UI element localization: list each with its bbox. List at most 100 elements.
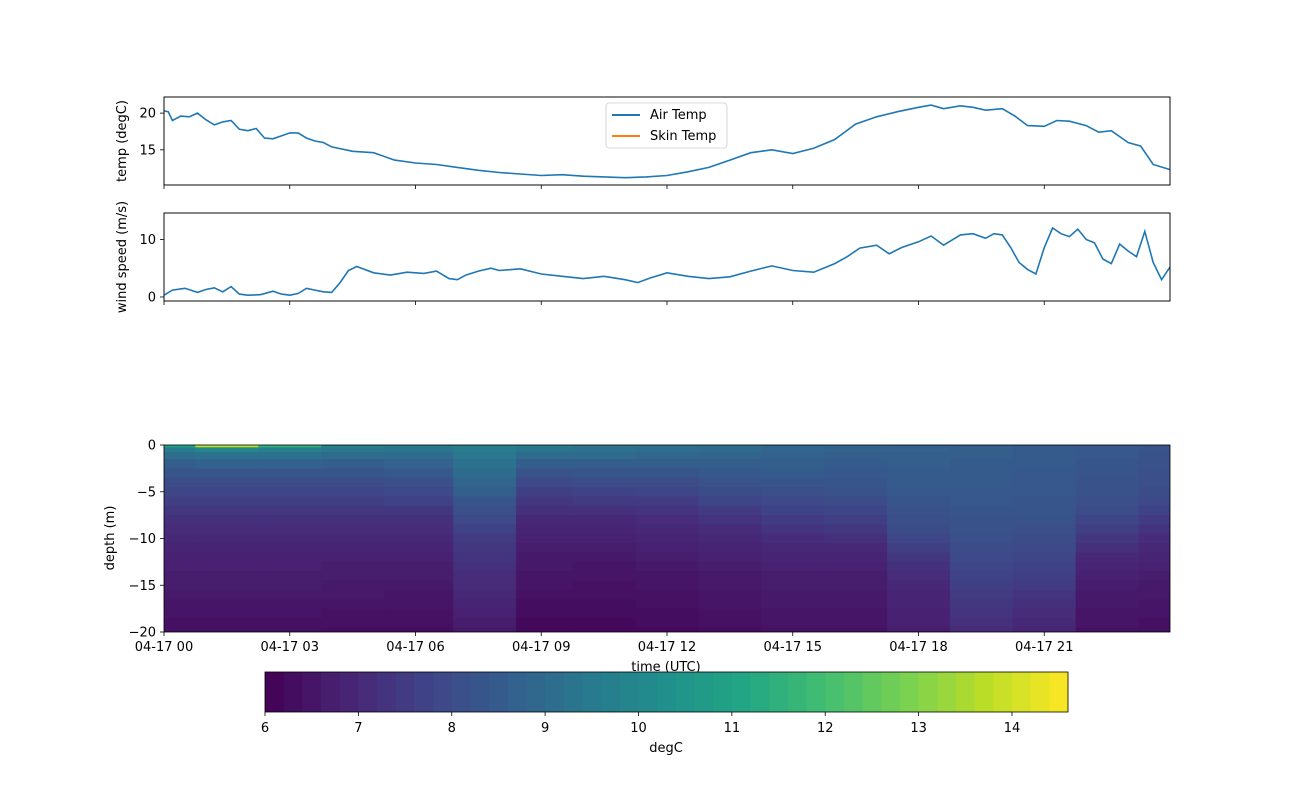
heatmap-cell xyxy=(761,599,825,610)
heatmap-cell xyxy=(1138,543,1170,554)
heatmap-cell xyxy=(164,505,196,516)
heatmap-cell xyxy=(1012,533,1077,544)
heatmap-cell xyxy=(516,452,574,460)
heatmap-cell xyxy=(195,459,259,469)
heatmap-cell xyxy=(1012,589,1077,600)
heatmap-cell xyxy=(572,561,637,572)
colorbar-cell xyxy=(675,672,695,712)
heatmap-cell xyxy=(949,627,1014,632)
heatmap-cell xyxy=(887,533,951,544)
heatmap-cell xyxy=(195,487,259,498)
heatmap-cell xyxy=(1075,608,1140,619)
heatmap-cell xyxy=(949,524,1014,535)
heatmap-cell xyxy=(384,459,454,469)
colorbar-cell xyxy=(806,672,826,712)
heatmap-cell xyxy=(384,599,454,610)
heatmap-cell xyxy=(516,599,574,610)
heatmap-cell xyxy=(258,452,322,460)
heatmap-cell xyxy=(698,459,762,469)
colorbar-cell xyxy=(657,672,677,712)
colorbar-cell xyxy=(601,672,621,712)
colorbar-ticks: 6 7 8 9 10 11 12 13 14 xyxy=(261,712,1020,736)
heatmap-cell xyxy=(698,447,762,453)
colorbar-cell xyxy=(470,672,490,712)
heatmap-cell xyxy=(453,445,517,448)
heatmap-cell xyxy=(1138,580,1170,591)
heatmap-cell xyxy=(949,618,1014,628)
heatmap-cell xyxy=(887,447,951,453)
legend-label-air-temp: Air Temp xyxy=(650,108,707,123)
heatmap-cell xyxy=(949,599,1014,610)
heatmap-cell xyxy=(384,571,454,582)
colorbar-cell xyxy=(619,672,639,712)
heatmap-cell xyxy=(761,447,825,453)
colorbar-cells xyxy=(265,672,1069,712)
heatmap-cell xyxy=(635,477,700,488)
heatmap-cell xyxy=(761,496,825,507)
heatmap-cell xyxy=(824,571,888,582)
heatmap-cell xyxy=(761,477,825,488)
heatmap-cell xyxy=(761,445,825,448)
heatmap-cell xyxy=(824,552,888,563)
heatmap-cell xyxy=(635,445,700,448)
heatmap-cell xyxy=(516,487,574,498)
heatmap-cell xyxy=(698,452,762,460)
heatmap-cell xyxy=(1138,571,1170,582)
heatmap-cell xyxy=(164,452,196,460)
heatmap-cell xyxy=(635,515,700,526)
heatmap-cell xyxy=(761,533,825,544)
heatmap-cell xyxy=(887,599,951,610)
heatmap-cell xyxy=(258,589,322,600)
depth-xtick-label-3: 04-17 09 xyxy=(512,640,570,655)
colorbar-cell xyxy=(433,672,453,712)
heatmap-cell xyxy=(572,459,637,469)
colorbar-cell xyxy=(918,672,938,712)
heatmap-cell xyxy=(384,505,454,516)
heatmap-cell xyxy=(698,487,762,498)
heatmap-cell xyxy=(258,627,322,632)
heatmap-cell xyxy=(1012,477,1077,488)
heatmap-cell xyxy=(1075,452,1140,460)
heatmap-cell xyxy=(824,618,888,628)
depth-ytick-label-2: −10 xyxy=(129,532,156,547)
heatmap-cell xyxy=(572,468,637,479)
heatmap-cell xyxy=(321,452,385,460)
heatmap-cell xyxy=(698,580,762,591)
heatmap-cell xyxy=(761,505,825,516)
heatmap-cell xyxy=(949,533,1014,544)
heatmap-cell xyxy=(824,599,888,610)
colorbar-cell xyxy=(974,672,994,712)
heatmap-cell xyxy=(321,543,385,554)
heatmap-cell xyxy=(1012,447,1077,453)
heatmap-cell xyxy=(887,496,951,507)
heatmap-cell xyxy=(572,543,637,554)
heatmap-cell xyxy=(635,505,700,516)
heatmap-cell xyxy=(384,543,454,554)
heatmap-cell xyxy=(949,580,1014,591)
heatmap-cell xyxy=(761,459,825,469)
heatmap-cell xyxy=(698,533,762,544)
heatmap-cell xyxy=(195,505,259,516)
heatmap-cell xyxy=(635,533,700,544)
heatmap-cell xyxy=(258,445,322,448)
heatmap-cell xyxy=(698,571,762,582)
depth-xtick-label-6: 04-17 18 xyxy=(889,640,947,655)
heatmap-cell xyxy=(572,618,637,628)
colorbar-cell xyxy=(489,672,509,712)
heatmap-cell xyxy=(1075,524,1140,535)
colorbar-cell xyxy=(1030,672,1050,712)
heatmap-cell xyxy=(164,552,196,563)
heatmap-cell xyxy=(1075,445,1140,448)
heatmap-cell xyxy=(1012,543,1077,554)
heatmap-cell xyxy=(453,561,517,572)
heatmap-cell xyxy=(761,561,825,572)
temp-ytick-label-0: 15 xyxy=(139,143,156,158)
heatmap-cell xyxy=(635,627,700,632)
colorbar-cell xyxy=(321,672,341,712)
heatmap-cell xyxy=(949,468,1014,479)
heatmap-cell xyxy=(195,477,259,488)
temp-ytick-label-1: 20 xyxy=(139,107,156,122)
heatmap-cell xyxy=(1138,452,1170,460)
heatmap-cell xyxy=(164,496,196,507)
